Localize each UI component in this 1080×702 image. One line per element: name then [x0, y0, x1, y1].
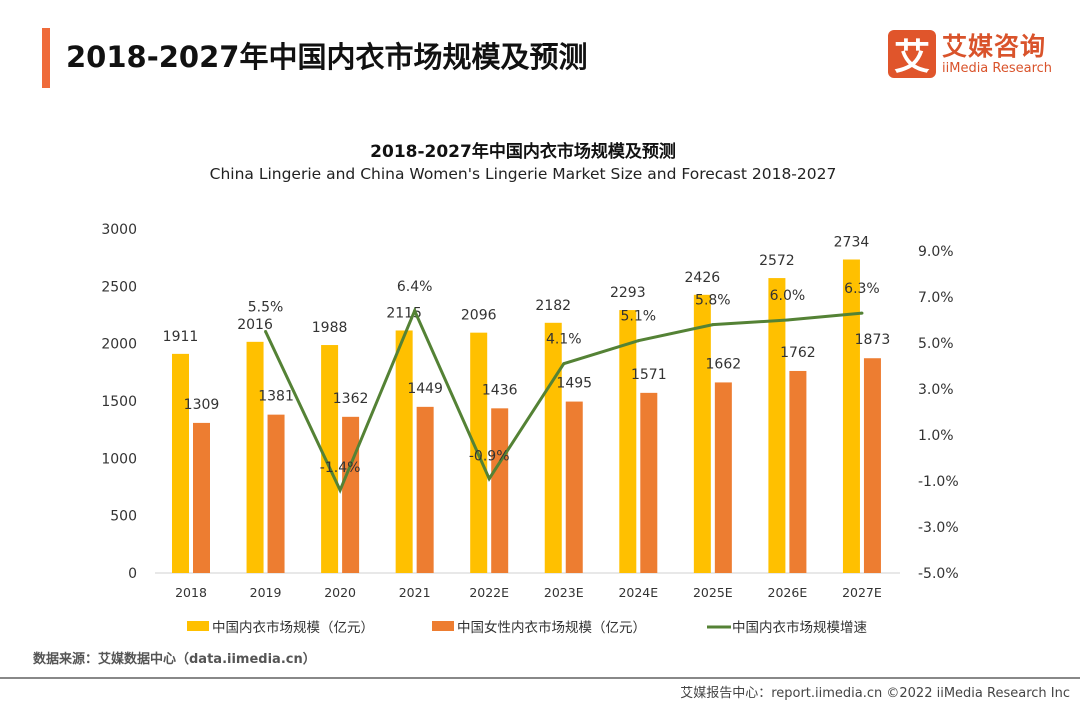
chart-title: 2018-2027年中国内衣市场规模及预测 [370, 141, 676, 162]
data-source: 数据来源：艾媒数据中心（data.iimedia.cn） [33, 652, 316, 667]
bar-womens-lingerie [863, 358, 881, 573]
growth-label: 6.4% [397, 279, 433, 295]
growth-point [785, 318, 789, 322]
logo-en: iiMedia Research [942, 60, 1053, 76]
bar-label: 1362 [333, 391, 369, 407]
y-right-tick: -5.0% [918, 566, 959, 582]
bar-label: 1911 [163, 329, 199, 345]
x-tick: 2019 [250, 585, 282, 600]
chart-subtitle: China Lingerie and China Women's Lingeri… [210, 165, 837, 183]
bar-womens-lingerie [640, 392, 658, 573]
y-right-tick: 9.0% [918, 244, 954, 260]
y-left-tick: 3000 [101, 222, 137, 238]
bar-label: 2096 [461, 308, 497, 324]
legend-label: 中国内衣市场规模（亿元） [212, 619, 374, 636]
bar-womens-lingerie [267, 414, 285, 573]
bar-lingerie [172, 353, 189, 573]
logo-mark: 艾 [888, 30, 936, 78]
y-left-tick: 1000 [101, 451, 137, 467]
growth-label: 4.1% [546, 332, 582, 348]
y-right-tick: 7.0% [918, 290, 954, 306]
growth-point [711, 323, 715, 327]
growth-point [636, 339, 640, 343]
bar-womens-lingerie [789, 370, 807, 573]
bar-label: 1309 [184, 397, 220, 413]
bar-label: 1495 [556, 376, 592, 392]
x-tick: 2024E [618, 585, 658, 600]
bar-label: 1873 [855, 332, 891, 348]
bar-label: 1762 [780, 345, 816, 361]
iimedia-logo: 艾 艾媒咨询 iiMedia Research [888, 30, 1052, 78]
bar-label: 2182 [535, 298, 571, 314]
legend-label: 中国女性内衣市场规模（亿元） [457, 619, 646, 636]
logo-cn: 艾媒咨询 [942, 31, 1047, 61]
bar-womens-lingerie [491, 408, 509, 573]
growth-point [562, 362, 566, 366]
x-tick: 2022E [469, 585, 509, 600]
y-right-tick: 1.0% [918, 428, 954, 444]
legend-swatch [432, 621, 454, 631]
bar-lingerie [619, 310, 637, 573]
footer-credit: 艾媒报告中心：report.iimedia.cn ©2022 iiMedia R… [680, 686, 1070, 701]
growth-point [264, 330, 268, 333]
bar-label: 2734 [834, 235, 870, 251]
y-right-tick: -3.0% [918, 520, 959, 536]
bar-womens-lingerie [193, 422, 210, 573]
footer-divider [0, 677, 1080, 679]
page-title: 2018-2027年中国内衣市场规模及预测 [66, 40, 588, 74]
bar-lingerie [321, 345, 339, 573]
y-left-tick: 2000 [101, 337, 137, 353]
x-tick: 2025E [693, 585, 733, 600]
bar-label: 1449 [407, 381, 443, 397]
bar-label: 1571 [631, 367, 667, 383]
bar-womens-lingerie [714, 382, 732, 573]
bar-lingerie [842, 259, 860, 573]
bar-label: 1436 [482, 382, 518, 398]
bar-lingerie [693, 294, 711, 573]
x-tick: 2026E [768, 585, 808, 600]
x-tick: 2020 [324, 585, 356, 600]
bar-label: 1381 [258, 389, 294, 405]
bar-label: 1662 [706, 356, 742, 372]
growth-point [487, 477, 491, 481]
bar-label: 1988 [312, 320, 348, 336]
bar-womens-lingerie [565, 401, 583, 573]
x-tick: 2023E [544, 585, 584, 600]
legend-swatch [187, 621, 209, 631]
growth-label: 6.0% [770, 288, 806, 304]
growth-label: 6.3% [844, 281, 880, 297]
growth-label: 5.8% [695, 293, 731, 309]
title-accent-bar [42, 28, 50, 88]
y-right-tick: -1.0% [918, 474, 959, 490]
y-right-tick: 3.0% [918, 382, 954, 398]
growth-point [413, 309, 417, 313]
bar-label: 2572 [759, 253, 795, 269]
bar-lingerie [395, 330, 413, 573]
bar-lingerie [246, 341, 264, 573]
growth-label: 5.1% [621, 309, 657, 325]
bar-label: 2293 [610, 285, 646, 301]
bar-lingerie [768, 278, 786, 573]
growth-point [860, 311, 864, 315]
y-right-tick: 5.0% [918, 336, 954, 352]
growth-label: -0.9% [469, 449, 510, 465]
bar-womens-lingerie [416, 406, 434, 573]
x-tick: 2027E [842, 585, 882, 600]
x-tick: 2018 [175, 585, 207, 600]
bar-lingerie [544, 322, 562, 573]
bar-womens-lingerie [342, 416, 360, 573]
bar-label: 2426 [685, 270, 721, 286]
growth-point [338, 488, 342, 492]
growth-label: 5.5% [248, 300, 284, 316]
legend-label: 中国内衣市场规模增速 [732, 619, 867, 636]
growth-label: -1.4% [320, 460, 361, 476]
x-tick: 2021 [399, 585, 431, 600]
y-left-tick: 1500 [101, 394, 137, 410]
y-left-tick: 500 [110, 509, 137, 525]
y-left-tick: 2500 [101, 279, 137, 295]
bar-label: 2016 [237, 317, 273, 333]
y-left-tick: 0 [128, 566, 137, 582]
